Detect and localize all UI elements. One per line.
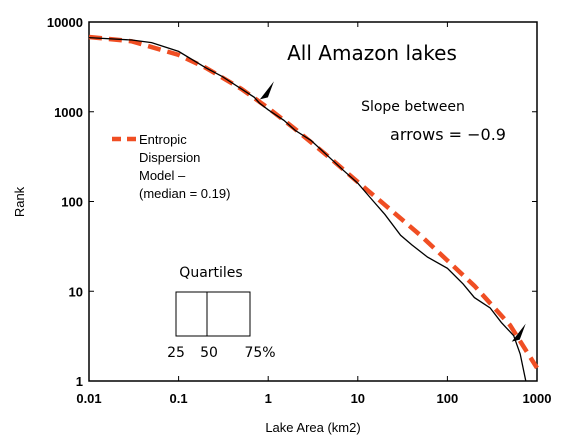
y-tick-label: 1 <box>76 374 83 389</box>
y-tick-label: 1000 <box>54 105 83 120</box>
quartile-label-50: 50 <box>200 345 218 361</box>
x-tick-label: 100 <box>437 391 459 406</box>
series-line-model <box>88 34 539 370</box>
y-tick-label: 10000 <box>47 15 83 30</box>
quartile-label-25: 25 <box>167 345 185 361</box>
quartile-title: Quartiles <box>179 265 242 281</box>
x-axis-label: Lake Area (km2) <box>265 420 360 435</box>
legend-label-line: (median = 0.19) <box>139 186 230 201</box>
quartile-box <box>175 291 251 337</box>
legend: Entropic Dispersion Model – (median = 0.19) <box>112 132 230 201</box>
slope-arrow-icon <box>511 323 526 342</box>
x-tick-label: 0.01 <box>76 391 101 406</box>
axis-ticks: 0.01 0.1 1 10 100 1000 1 10 100 1000 10000 <box>47 15 552 406</box>
quartile-label-75: 75% <box>244 345 275 361</box>
x-tick-label: 10 <box>351 391 365 406</box>
plot-area <box>88 21 538 382</box>
y-tick-label: 100 <box>61 195 83 210</box>
legend-label-line: Model – <box>139 168 186 183</box>
x-tick-label: 1 <box>265 391 272 406</box>
slope-arrows <box>259 81 526 342</box>
y-tick-label: 10 <box>69 284 83 299</box>
legend-label-line: Entropic <box>139 132 187 147</box>
annotation-line-2: arrows = −0.9 <box>390 125 506 144</box>
legend-label-model: Entropic Dispersion Model – (median = 0.19) <box>139 132 230 201</box>
legend-label-line: Dispersion <box>139 150 200 165</box>
annotation-line-1: Slope between <box>361 99 465 115</box>
chart-title: All Amazon lakes <box>287 41 457 65</box>
quartile-inset: Quartiles 25 50 75% <box>167 265 275 361</box>
slope-arrow-icon <box>259 81 274 100</box>
series-line-data <box>88 36 527 382</box>
x-tick-label: 1000 <box>523 391 552 406</box>
x-tick-label: 0.1 <box>170 391 188 406</box>
y-axis-label: Rank <box>12 186 27 217</box>
